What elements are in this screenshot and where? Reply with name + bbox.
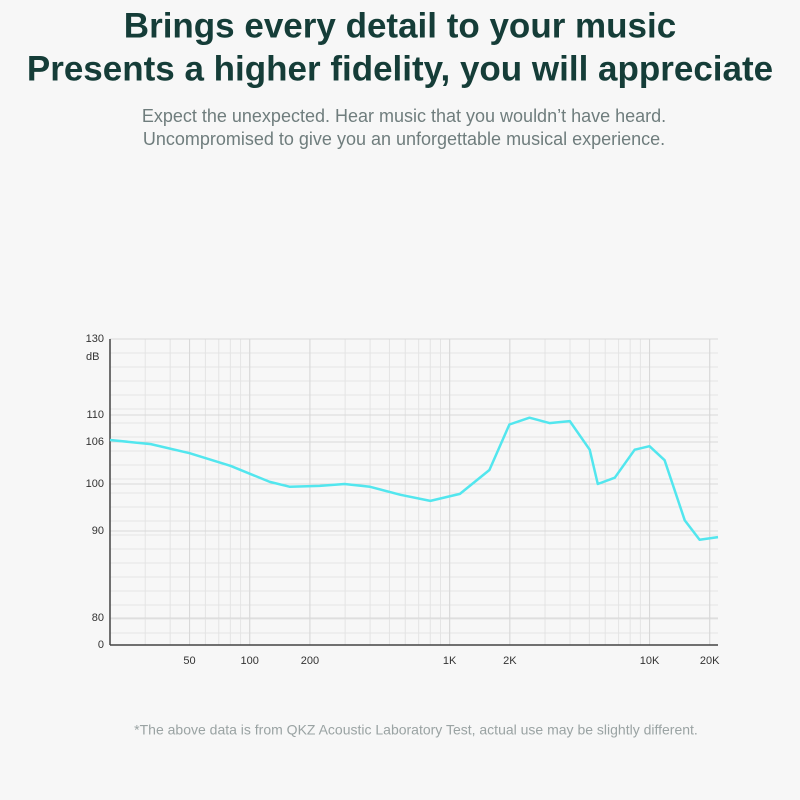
subtitle-line: Uncompromised to give you an unforgettab… [143, 129, 665, 149]
response-curve [109, 416, 719, 541]
x-tick-label: 100 [241, 655, 259, 667]
y-tick-label: 80 [92, 612, 104, 624]
footnote: *The above data is from QKZ Acoustic Lab… [134, 722, 698, 738]
x-tick-label: 50 [183, 655, 195, 667]
y-tick-label: 106 [86, 436, 104, 448]
x-tick-label: 2K [503, 655, 517, 667]
y-tick-label: 90 [92, 525, 104, 537]
y-tick-label: 100 [86, 478, 104, 490]
x-tick-label: 1K [443, 655, 457, 667]
x-tick-label: 200 [301, 655, 319, 667]
subtitle-line: Expect the unexpected. Hear music that y… [142, 106, 666, 126]
title-line: Presents a higher fidelity, you will app… [27, 49, 773, 88]
x-tick-label: 20K [700, 655, 720, 667]
x-tick-label: 10K [640, 655, 660, 667]
title-line: Brings every detail to your music [124, 6, 676, 45]
y-axis-label: dB [86, 351, 99, 363]
y-tick-label: 110 [86, 409, 104, 421]
y-tick-label: 130 [86, 333, 104, 345]
y-tick-label: 0 [98, 639, 104, 651]
